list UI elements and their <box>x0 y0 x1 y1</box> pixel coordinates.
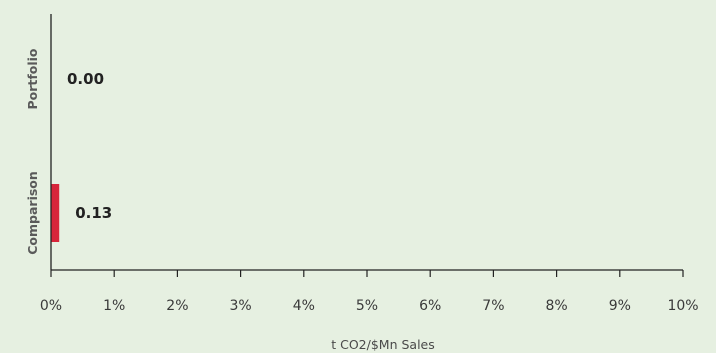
x-tick-label: 2% <box>166 298 188 314</box>
labels-layer: 0.00 Portfolio 0.13 Comparison 0% 1% 2% 3% 4% 5% 6… <box>25 48 699 314</box>
x-tick-label: 0% <box>40 298 62 314</box>
x-tick-label: 9% <box>609 298 631 314</box>
x-tick-label: 10% <box>667 298 698 314</box>
x-tick-label: 5% <box>356 298 378 314</box>
bar-comparison <box>51 184 60 242</box>
x-tick-label: 3% <box>229 298 251 314</box>
data-label-comparison: 0.13 <box>75 204 112 222</box>
x-tick-label: 4% <box>293 298 315 314</box>
bars-layer <box>51 184 60 242</box>
category-label-portfolio: Portfolio <box>25 48 40 109</box>
category-label-comparison: Comparison <box>25 171 40 255</box>
x-tick-label: 1% <box>103 298 125 314</box>
x-tick-label: 8% <box>545 298 567 314</box>
x-tick-label: 7% <box>482 298 504 314</box>
axes-layer <box>50 14 684 277</box>
x-axis-title: t CO2/$Mn Sales <box>331 337 435 352</box>
x-tick-label: 6% <box>419 298 441 314</box>
data-label-portfolio: 0.00 <box>67 70 104 88</box>
